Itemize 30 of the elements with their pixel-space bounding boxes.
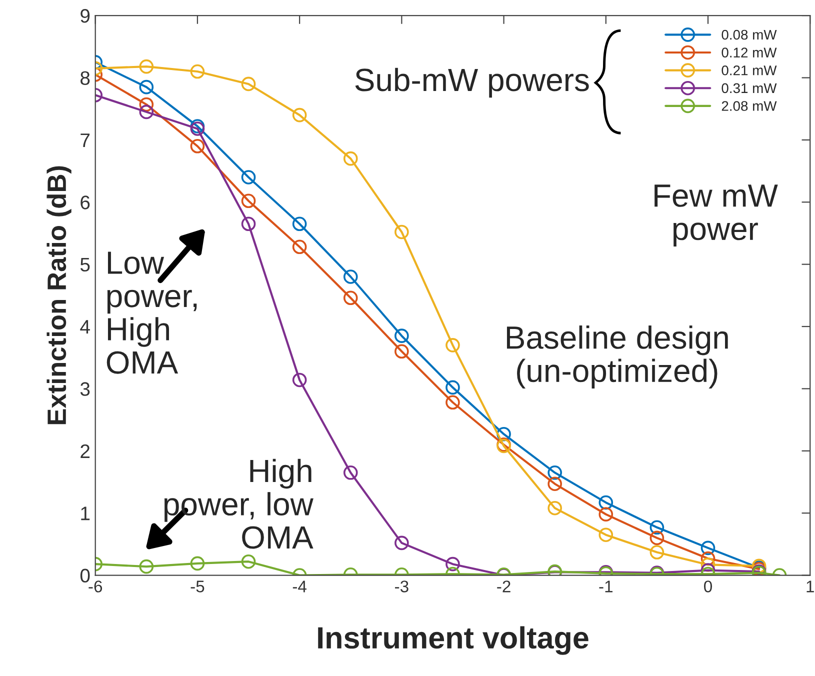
y-tick-label: 1 xyxy=(81,506,90,520)
x-axis-title: Instrument voltage xyxy=(318,626,588,655)
y-tick-label: 0 xyxy=(80,568,90,583)
annotation: Few mW power xyxy=(654,184,778,246)
annotation: Low power, High OMA xyxy=(106,252,197,374)
legend-label: 0.21 mW xyxy=(722,65,777,76)
y-tick-label: 8 xyxy=(80,71,90,85)
x-tick-label: -5 xyxy=(190,580,204,592)
y-tick-label: 9 xyxy=(80,9,90,23)
annotation: High power, low OMA xyxy=(164,458,314,549)
legend-label: 0.31 mW xyxy=(722,83,777,94)
y-tick-label: 7 xyxy=(80,134,90,147)
y-tick-label: 3 xyxy=(80,382,90,396)
y-tick-label: 4 xyxy=(80,320,90,334)
x-tick-label: 0 xyxy=(704,580,712,592)
x-tick-label: -4 xyxy=(292,580,306,592)
x-tick-label: -2 xyxy=(497,580,510,592)
x-tick-label: -6 xyxy=(88,580,102,592)
y-tick-label: 2 xyxy=(80,444,90,458)
annotation: Sub-mW powers xyxy=(355,68,589,98)
legend-label: 0.08 mW xyxy=(722,30,777,40)
legend-label: 0.12 mW xyxy=(722,48,777,58)
y-tick-label: 6 xyxy=(80,196,90,210)
x-tick-label: -1 xyxy=(599,580,612,592)
x-tick-label: 1 xyxy=(806,580,814,592)
annotation: Baseline design (un-optimized) xyxy=(506,325,728,388)
y-axis-title: Extinction Ratio (dB) xyxy=(46,166,72,424)
legend-label: 2.08 mW xyxy=(722,101,777,111)
x-tick-label: -3 xyxy=(395,580,408,592)
y-tick-label: 5 xyxy=(80,258,90,272)
